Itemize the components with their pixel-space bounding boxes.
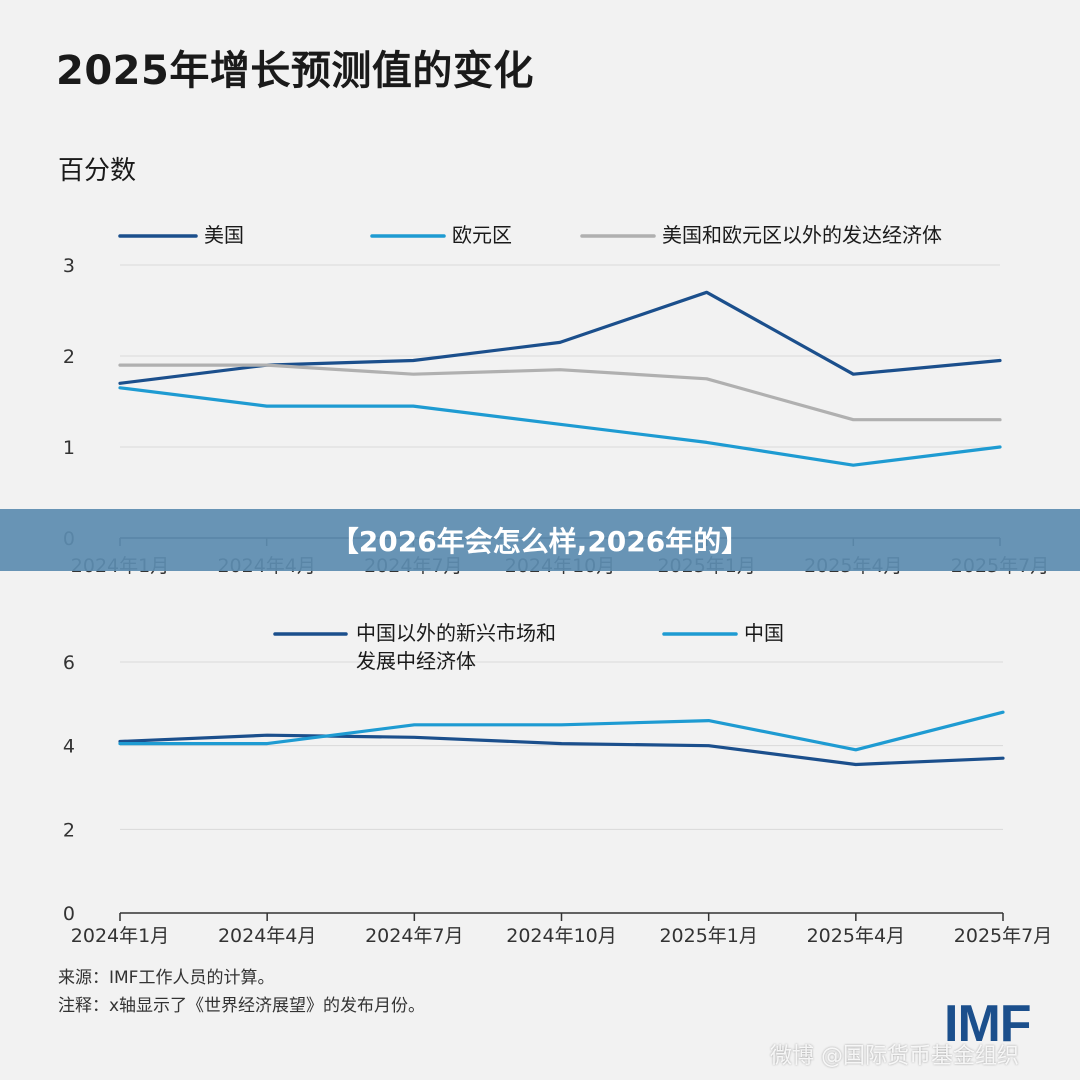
x-tick-label: 2024年10月 — [506, 925, 617, 947]
chart-title: 2025年增长预测值的变化 — [56, 48, 534, 94]
imf-logo: IMF — [944, 995, 1032, 1053]
x-tick-label: 2024年4月 — [218, 925, 316, 947]
notes: 来源：IMF工作人员的计算。 注释：x轴显示了《世界经济展望》的发布月份。 — [58, 964, 425, 1020]
y-tick-label: 4 — [63, 736, 75, 758]
y-tick-label: 6 — [63, 652, 75, 674]
legend-label: 中国 — [744, 621, 784, 645]
y-tick-label: 0 — [63, 903, 75, 925]
x-tick-label: 2024年1月 — [71, 925, 169, 947]
x-tick-label: 2025年4月 — [807, 925, 905, 947]
legend-label: 欧元区 — [452, 223, 512, 247]
unit-label: 百分数 — [58, 156, 137, 186]
watermark: 微博 @国际货币基金组织 — [770, 1044, 1019, 1069]
banner-text: 【2026年会怎么样,2026年的】 — [330, 525, 750, 558]
y-tick-label: 1 — [63, 437, 75, 459]
y-tick-label: 3 — [63, 255, 75, 277]
overlay-banner: 【2026年会怎么样,2026年的】 — [0, 509, 1080, 571]
x-tick-label: 2024年7月 — [365, 925, 463, 947]
series-line — [118, 386, 1002, 467]
axis-note: 注释：x轴显示了《世界经济展望》的发布月份。 — [58, 996, 426, 1016]
legend-label: 中国以外的新兴市场和 — [356, 621, 556, 645]
chart-emerging-economies: 0 2 4 6 2024年1月 2024年4月 2024年7月 2024年10月 2025年1月… — [63, 621, 1052, 947]
legend-label: 美国和欧元区以外的发达经济体 — [662, 223, 942, 247]
y-tick-label: 2 — [63, 346, 75, 368]
series-line — [118, 733, 1005, 767]
legend-label: 美国 — [204, 223, 244, 247]
x-tick-label: 2025年1月 — [659, 925, 757, 947]
legend-label: 发展中经济体 — [356, 649, 476, 673]
x-tick-label: 2025年7月 — [954, 925, 1052, 947]
y-tick-label: 2 — [63, 819, 75, 841]
source-note: 来源：IMF工作人员的计算。 — [58, 968, 275, 988]
